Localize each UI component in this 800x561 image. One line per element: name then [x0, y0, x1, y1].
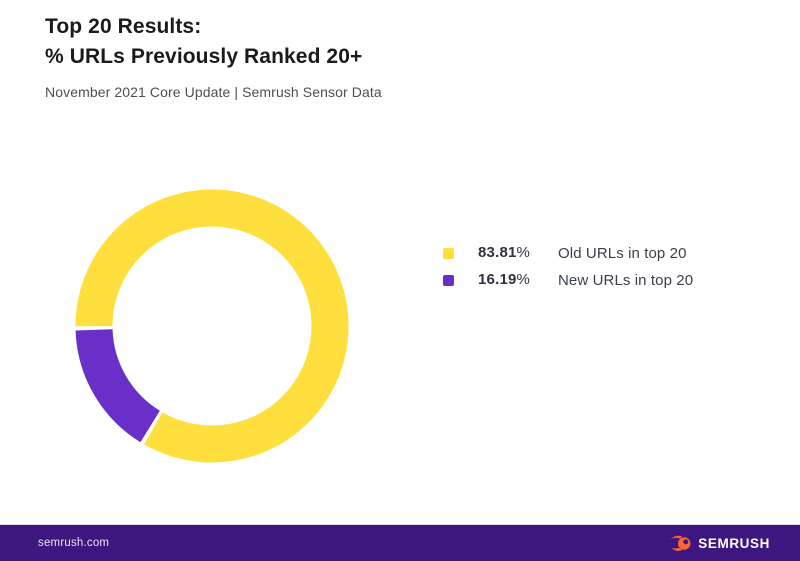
donut-slice-old-urls-in-top-20	[75, 189, 349, 463]
legend-percent-sign: %	[516, 271, 530, 288]
legend-percent-sign: %	[516, 244, 530, 261]
chart-subtitle: November 2021 Core Update | Semrush Sens…	[45, 84, 382, 100]
legend-value-block: 83.81%	[478, 244, 558, 262]
footer-website-text: semrush.com	[38, 537, 110, 549]
chart-title-line-2: % URLs Previously Ranked 20+	[45, 45, 363, 68]
legend-swatch-yellow	[443, 247, 454, 259]
footer-bar: semrush.com SEMRUSH	[0, 524, 800, 561]
footer-brand-name: SEMRUSH	[698, 535, 770, 551]
legend-item-old-urls: 83.81% Old URLs in top 20	[443, 243, 693, 263]
chart-title-line-1: Top 20 Results:	[45, 15, 202, 38]
semrush-flame-icon	[671, 535, 691, 551]
legend-value-block: 16.19%	[478, 271, 558, 289]
legend-swatch-purple	[443, 274, 454, 286]
donut-chart	[72, 186, 352, 466]
legend-value: 16.19	[478, 271, 517, 288]
donut-slice-new-urls-in-top-20	[75, 328, 161, 443]
footer-brand-logo: SEMRUSH	[670, 534, 770, 553]
donut-chart-svg	[75, 189, 349, 463]
legend-label: Old URLs in top 20	[558, 244, 687, 262]
chart-legend: 83.81% Old URLs in top 20 16.19% New URL…	[443, 243, 693, 297]
legend-item-new-urls: 16.19% New URLs in top 20	[443, 270, 693, 290]
legend-value: 83.81	[478, 244, 517, 261]
header: Top 20 Results: % URLs Previously Ranked…	[45, 12, 382, 100]
legend-label: New URLs in top 20	[558, 271, 694, 289]
